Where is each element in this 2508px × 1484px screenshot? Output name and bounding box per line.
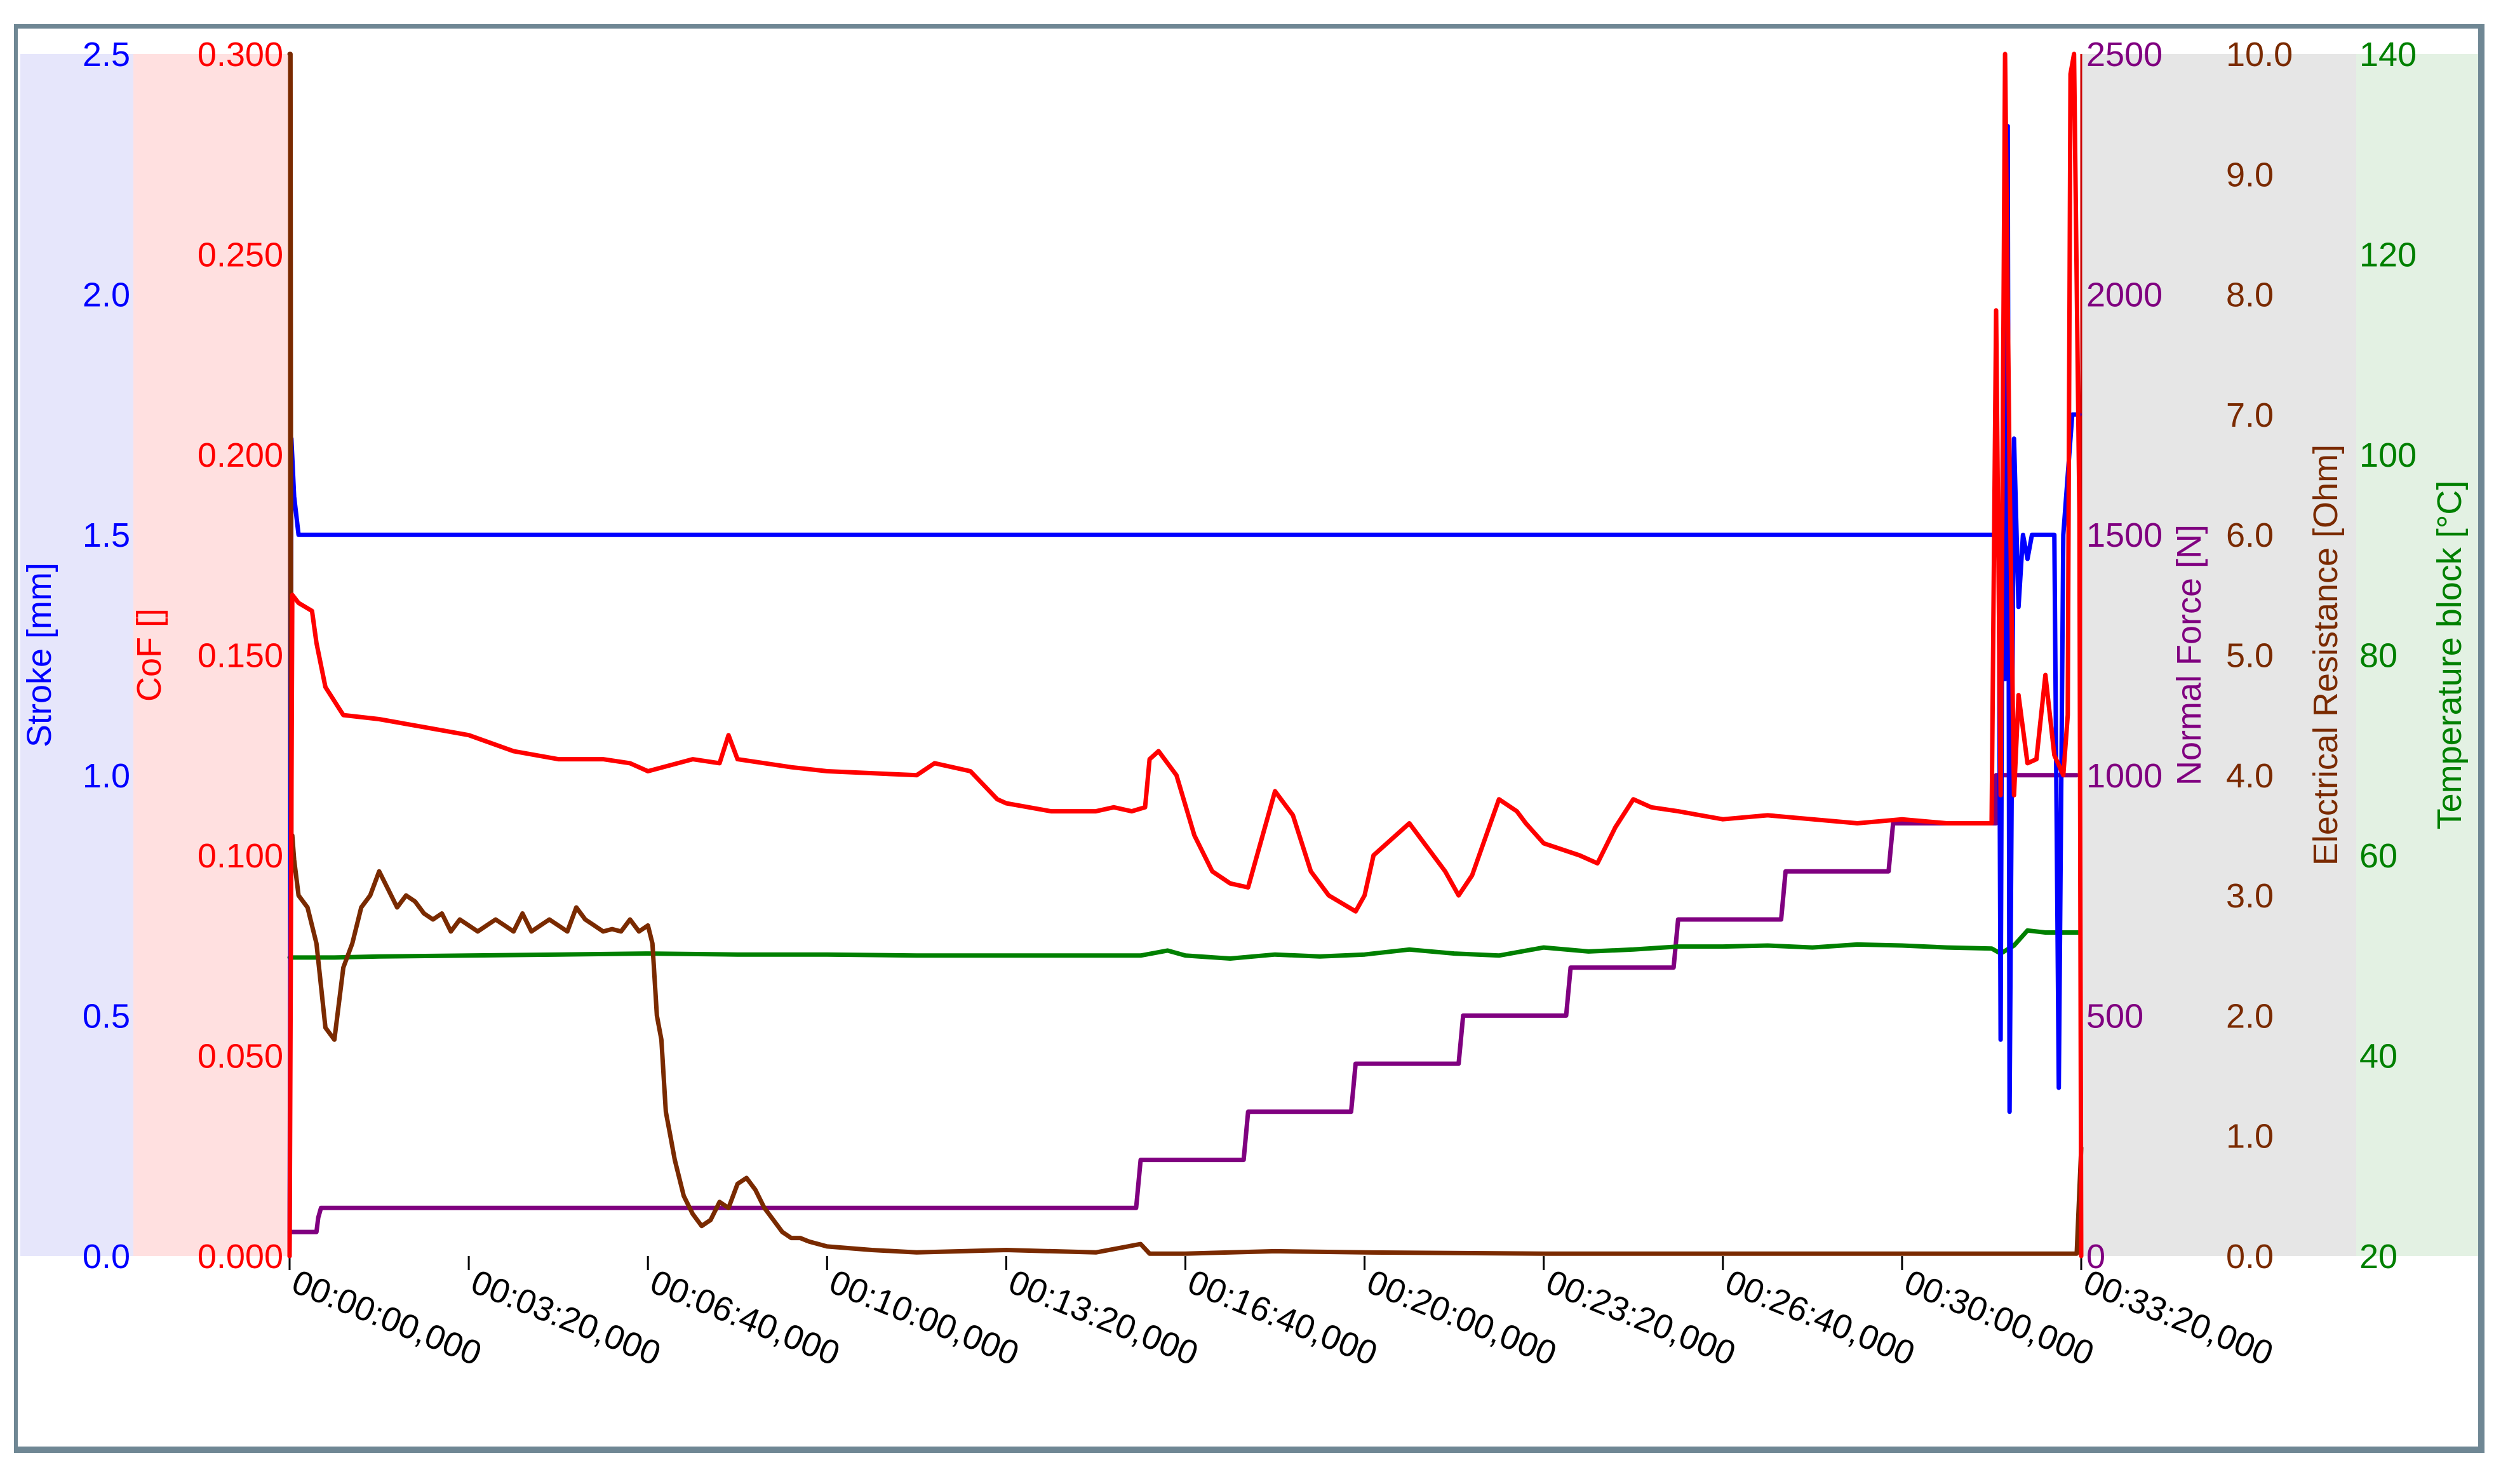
- stroke-tick-label: 2.0: [83, 276, 130, 314]
- stroke-tick-label: 2.5: [83, 36, 130, 74]
- temperature-tick-label: 60: [2359, 837, 2397, 875]
- cof-tick-label: 0.000: [198, 1238, 283, 1276]
- temperature-axis-title: Temperature block [°C]: [2431, 481, 2469, 830]
- temperature-tick-label: 100: [2359, 436, 2417, 474]
- x-tick-label: 00:23:20,000: [1541, 1262, 1741, 1373]
- cof-tick-label: 0.250: [198, 236, 283, 274]
- force-tick-label: 2500: [2086, 36, 2163, 74]
- x-tick-label: 00:20:00,000: [1362, 1262, 1562, 1373]
- resistance-tick-label: 10.0: [2226, 36, 2293, 74]
- temperature-tick-label: 140: [2359, 36, 2417, 74]
- cof-tick-label: 0.100: [198, 837, 283, 875]
- resistance-tick-label: 2.0: [2226, 997, 2274, 1035]
- resistance-tick-label: 5.0: [2226, 637, 2274, 675]
- temperature-tick-label: 20: [2359, 1238, 2397, 1276]
- stroke-tick-label: 1.0: [83, 757, 130, 795]
- temperature-tick-label: 80: [2359, 637, 2397, 675]
- x-tick-label: 00:10:00,000: [824, 1262, 1024, 1373]
- resistance-tick-label: 3.0: [2226, 877, 2274, 915]
- resistance-tick-label: 8.0: [2226, 276, 2274, 314]
- cof-tick-label: 0.300: [198, 36, 283, 74]
- temperature-tick-label: 40: [2359, 1038, 2397, 1076]
- resistance-tick-label: 0.0: [2226, 1238, 2274, 1276]
- stroke-tick-label: 0.0: [83, 1238, 130, 1276]
- resistance-series-line: [287, 51, 2084, 1256]
- resistance-tick-label: 6.0: [2226, 516, 2274, 554]
- resistance-tick-label: 9.0: [2226, 156, 2274, 194]
- resistance-tick-label: 1.0: [2226, 1118, 2274, 1156]
- force-tick-label: 2000: [2086, 276, 2163, 314]
- chart-frame: [14, 24, 2485, 1453]
- temperature-series-line: [287, 928, 2082, 961]
- force-tick-label: 500: [2086, 997, 2143, 1035]
- force-series-line: [287, 773, 2079, 1234]
- stroke-series-line: [287, 124, 2082, 1259]
- stroke-tick-label: 1.5: [83, 516, 130, 554]
- force-axis-band: [2081, 54, 2210, 1256]
- cof-axis-title: CoF []: [130, 608, 168, 702]
- x-tick-label: 00:06:40,000: [645, 1262, 845, 1373]
- force-tick-label: 0: [2086, 1238, 2105, 1276]
- cof-tick-label: 0.200: [198, 436, 283, 474]
- resistance-tick-label: 4.0: [2226, 757, 2274, 795]
- x-tick-label: 00:33:20,000: [2079, 1262, 2279, 1373]
- force-axis-title: Normal Force [N]: [2170, 525, 2208, 785]
- x-tick-label: 00:30:00,000: [1899, 1262, 2099, 1373]
- cof-axis-band: [133, 54, 290, 1256]
- stroke-axis-title: Stroke [mm]: [20, 563, 58, 747]
- x-tick-label: 00:03:20,000: [466, 1262, 666, 1373]
- x-tick-label: 00:26:40,000: [1720, 1262, 1920, 1373]
- x-tick-label: 00:16:40,000: [1183, 1262, 1383, 1373]
- stroke-tick-label: 0.5: [83, 997, 130, 1035]
- stroke-axis-band: [20, 54, 133, 1256]
- cof-series-line: [287, 51, 2084, 1259]
- cof-tick-label: 0.150: [198, 637, 283, 675]
- resistance-tick-label: 7.0: [2226, 396, 2274, 434]
- temperature-axis-band: [2356, 54, 2478, 1256]
- cof-tick-label: 0.050: [198, 1038, 283, 1076]
- force-tick-label: 1000: [2086, 757, 2163, 795]
- x-tick-label: 00:00:00,000: [287, 1262, 487, 1373]
- resistance-axis-title: Electrical Resistance [Ohm]: [2307, 445, 2345, 866]
- resistance-axis-band: [2210, 54, 2356, 1256]
- force-tick-label: 1500: [2086, 516, 2163, 554]
- temperature-tick-label: 120: [2359, 236, 2417, 274]
- x-tick-label: 00:13:20,000: [1003, 1262, 1204, 1373]
